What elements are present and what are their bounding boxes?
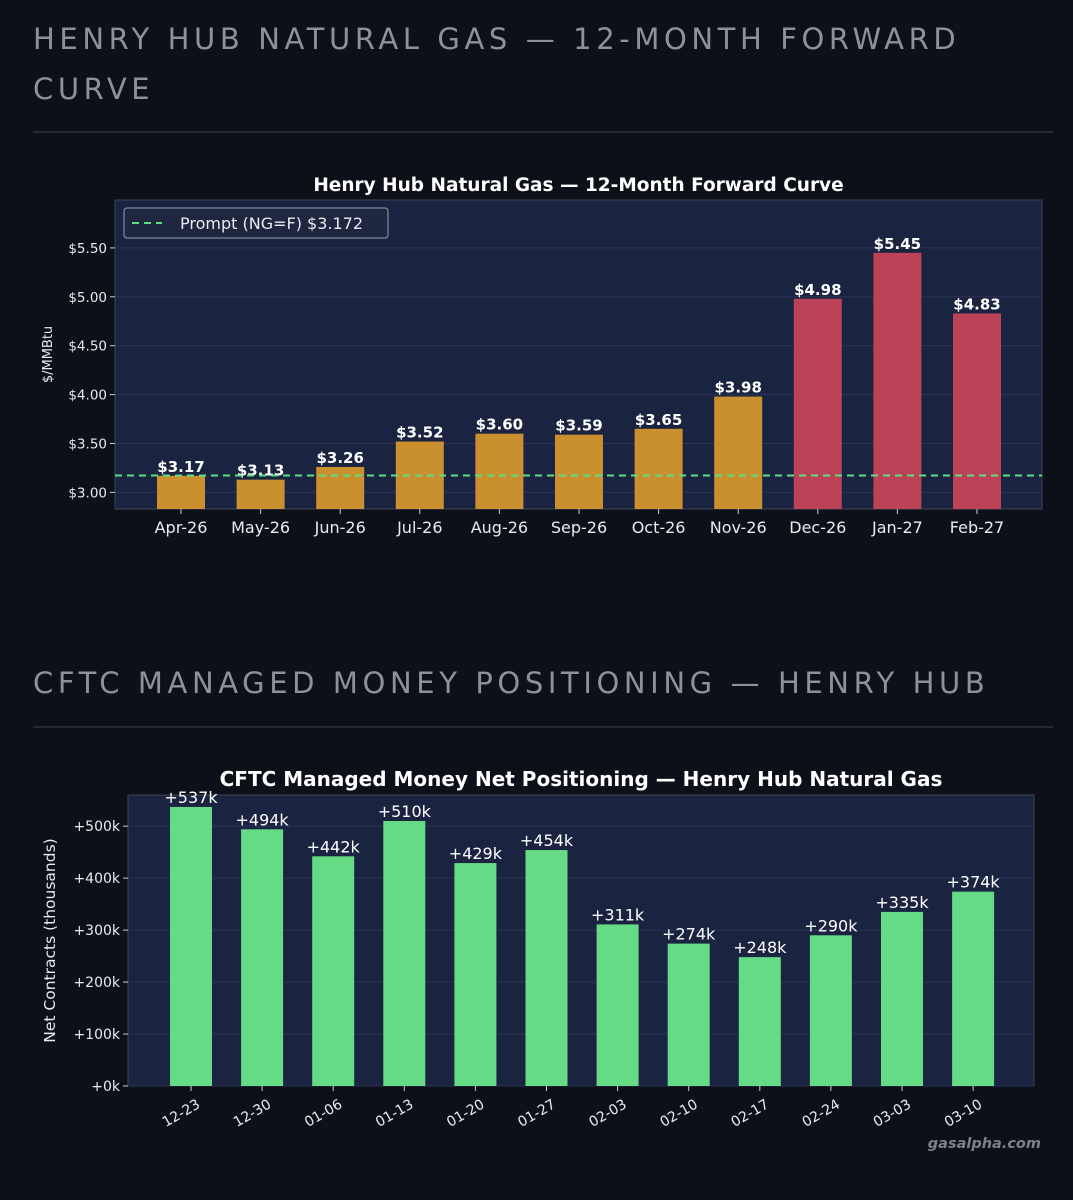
x-tick-label: 03-10 — [942, 1097, 985, 1131]
data-label: +290k — [804, 916, 858, 935]
data-label: $3.13 — [237, 462, 284, 480]
x-tick-label: Sep-26 — [551, 518, 607, 537]
y-tick-label: $3.00 — [68, 485, 107, 501]
data-label: $4.98 — [794, 281, 841, 299]
bar-02-17 — [738, 957, 781, 1086]
y-tick-label: $4.00 — [68, 388, 107, 404]
bar-02-10 — [667, 943, 710, 1086]
bar-12-23 — [170, 806, 212, 1086]
y-axis-label: Net Contracts (thousands) — [41, 838, 59, 1042]
bar-02-03 — [596, 924, 639, 1086]
bar-Feb-27 — [953, 313, 1001, 509]
bar-01-20 — [454, 863, 497, 1086]
data-label: +311k — [591, 905, 645, 924]
data-label: $3.52 — [396, 424, 443, 442]
x-tick-label: Feb-27 — [950, 518, 1004, 537]
bar-02-24 — [809, 935, 852, 1086]
data-label: $4.83 — [953, 295, 1000, 313]
legend-label: Prompt (NG=F) $3.172 — [180, 214, 363, 233]
x-tick-label: Apr-26 — [155, 518, 208, 537]
x-tick-label: 12-23 — [160, 1097, 203, 1131]
section-divider — [33, 131, 1053, 133]
x-tick-label: 01-20 — [444, 1097, 487, 1131]
x-tick-label: Jul-26 — [396, 518, 442, 537]
x-tick-label: 02-24 — [800, 1096, 843, 1130]
data-label: +537k — [164, 788, 218, 807]
data-label: +442k — [307, 837, 361, 856]
section-heading-forward-curve: HENRY HUB NATURAL GAS — 12-MONTH FORWARD… — [33, 22, 961, 106]
data-label: $5.45 — [874, 235, 921, 253]
x-tick-label: 02-10 — [657, 1097, 700, 1131]
data-label: +274k — [662, 925, 716, 944]
data-label: $3.26 — [316, 449, 363, 467]
bar-Aug-26 — [475, 433, 524, 509]
bar-Sep-26 — [555, 434, 603, 509]
chart-title: Henry Hub Natural Gas — 12-Month Forward… — [313, 175, 843, 196]
bar-Dec-26 — [793, 298, 842, 509]
y-tick-label: +200k — [73, 975, 120, 991]
x-tick-label: 01-06 — [302, 1096, 345, 1130]
y-tick-label: $4.50 — [68, 339, 107, 355]
x-tick-label: May-26 — [231, 518, 290, 537]
data-label: +335k — [875, 893, 929, 912]
x-tick-label: 01-27 — [515, 1097, 558, 1131]
y-axis-label: $/MMBtu — [41, 326, 56, 383]
data-label: +494k — [235, 810, 289, 829]
y-tick-label: $3.50 — [68, 436, 107, 452]
bar-Jan-27 — [873, 252, 922, 509]
y-tick-label: +300k — [73, 923, 120, 939]
bar-Oct-26 — [634, 428, 683, 509]
data-label: $3.59 — [555, 417, 602, 435]
bar-01-13 — [383, 820, 426, 1086]
bar-01-06 — [312, 856, 355, 1086]
y-tick-label: $5.00 — [68, 290, 107, 306]
chart-title: CFTC Managed Money Net Positioning — Hen… — [220, 767, 943, 791]
data-label: +374k — [946, 873, 1000, 892]
legend-box — [123, 207, 389, 239]
bar-Nov-26 — [714, 396, 763, 509]
y-tick-label: +100k — [73, 1027, 120, 1043]
data-label: $3.65 — [635, 411, 682, 429]
forward-curve-chart: $3.00 $3.50 $4.00 $4.50 $5.00 $5.50 $3.17 $3.13… — [41, 175, 1043, 537]
cftc-positioning-chart: +0k +100k +200k +300k +400k +500k +537k +494k +4… — [41, 767, 1035, 1131]
bar-03-03 — [881, 911, 923, 1086]
x-tick-label: 02-17 — [729, 1097, 772, 1131]
bar-May-26 — [236, 479, 285, 509]
section-divider — [33, 726, 1053, 728]
x-tick-label: 01-13 — [373, 1097, 416, 1131]
bar-Apr-26 — [157, 475, 205, 509]
x-tick-label: Dec-26 — [789, 518, 846, 537]
x-tick-label: Jun-26 — [314, 518, 366, 537]
data-label: +248k — [733, 938, 787, 957]
data-label: $3.60 — [476, 416, 523, 434]
x-tick-label: Aug-26 — [471, 518, 528, 537]
data-label: $3.17 — [157, 458, 204, 476]
x-tick-label: 03-03 — [871, 1097, 914, 1131]
section-heading-cftc: CFTC MANAGED MONEY POSITIONING — HENRY H… — [33, 666, 990, 700]
x-tick-label: Oct-26 — [632, 518, 686, 537]
bar-Jun-26 — [316, 466, 365, 509]
bar-12-30 — [241, 829, 284, 1086]
legend: Prompt (NG=F) $3.172 — [123, 207, 389, 239]
data-label: +510k — [378, 802, 432, 821]
x-tick-label: 12-30 — [231, 1097, 274, 1131]
bar-03-10 — [952, 891, 995, 1086]
y-tick-label: +0k — [91, 1079, 121, 1095]
data-label: +454k — [520, 831, 574, 850]
bar-01-27 — [525, 850, 568, 1086]
y-tick-label: +500k — [73, 819, 120, 835]
x-tick-label: Nov-26 — [710, 518, 767, 537]
y-tick-label: +400k — [73, 871, 120, 887]
data-label: $3.98 — [714, 379, 761, 397]
x-tick-label: Jan-27 — [871, 518, 923, 537]
x-tick-label: 02-03 — [586, 1097, 629, 1131]
y-tick-label: $5.50 — [68, 241, 107, 257]
data-label: +429k — [449, 844, 503, 863]
watermark: gasalpha.com — [927, 1136, 1041, 1152]
